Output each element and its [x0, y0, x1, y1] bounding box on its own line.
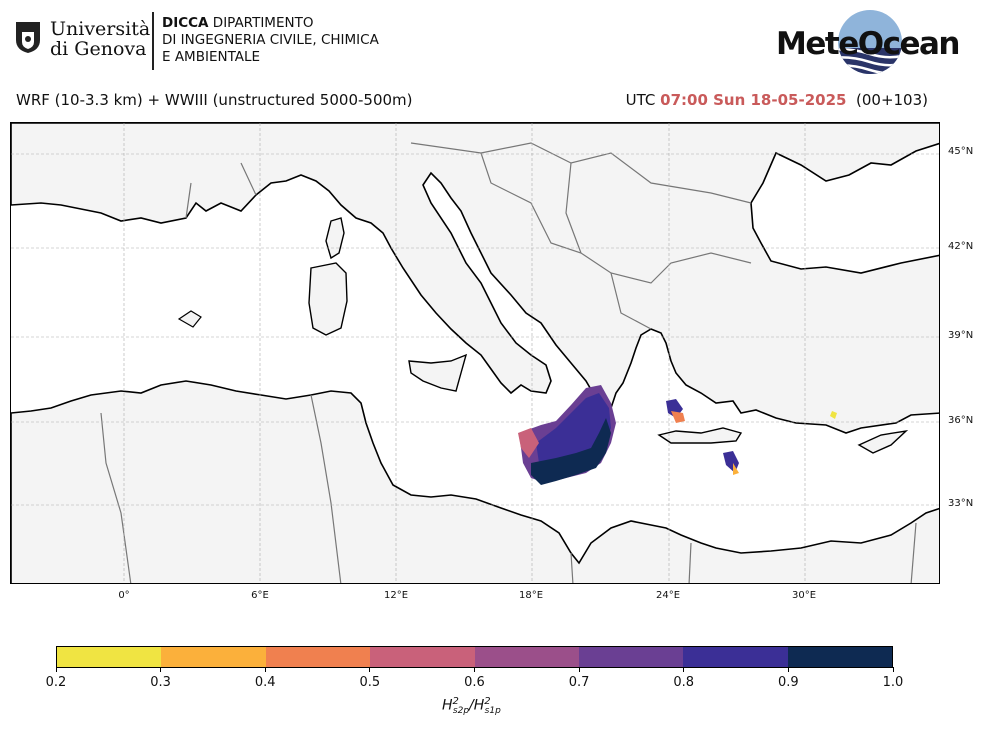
lon-label-6: 6°E	[251, 590, 269, 601]
meteocean-globe-icon	[838, 10, 902, 74]
land-africa	[11, 380, 939, 583]
graticule	[11, 123, 939, 583]
colorbar-tick-mark	[369, 667, 371, 672]
dept-line1: DIPARTIMENTO	[212, 15, 314, 31]
colorbar-tick-mark	[892, 667, 894, 672]
field-aegean-b	[671, 411, 685, 423]
lat-label-42: 42°N	[948, 241, 974, 252]
island-sicily	[408, 353, 468, 392]
university-name-line1: Università	[50, 18, 151, 40]
header: Università di Genova DICCA DIPARTIMENTO …	[0, 0, 985, 90]
university-seal-icon	[16, 22, 40, 53]
colorbar-segment	[265, 647, 371, 667]
field-rhodes-b	[733, 463, 739, 475]
wave-ratio-field	[518, 385, 837, 485]
colorbar-tick-mark	[683, 667, 685, 672]
colorbar-tick-mark	[55, 667, 57, 672]
colorbar-segment	[578, 647, 684, 667]
lon-label-24: 24°E	[655, 590, 681, 601]
university-name-line2: di Genova	[50, 38, 147, 60]
island-corsica	[325, 217, 345, 260]
colorbar-tick-label: 0.9	[778, 675, 799, 690]
field-region-low	[518, 428, 539, 458]
colorbar-tick-label: 0.8	[673, 675, 695, 690]
lat-label-36: 36°N	[948, 415, 974, 426]
lon-label-0: 0°	[118, 590, 130, 601]
lat-label-39: 39°N	[948, 330, 974, 341]
forecast-lead-time: (00+103)	[856, 91, 928, 109]
colorbar-tick-mark	[474, 667, 475, 672]
colorbar-segment	[683, 647, 788, 667]
dept-line2: DI INGEGNERIA CIVILE, CHIMICA	[162, 32, 379, 48]
colorbar-tick-label: 0.5	[359, 675, 381, 690]
island-sardinia	[308, 262, 348, 336]
colorbar-tick-mark	[578, 667, 580, 672]
utc-label: UTC	[625, 91, 656, 109]
colorbar-tick-label: 0.4	[254, 675, 276, 690]
colorbar-segment	[161, 647, 266, 667]
colorbar-tick-label: 0.3	[150, 675, 171, 690]
forecast-datetime: 07:00 Sun 18-05-2025	[660, 91, 847, 109]
country-borders	[100, 142, 917, 583]
university-logo: Università di Genova	[14, 12, 154, 62]
map-panel[interactable]	[10, 122, 940, 584]
lon-label-30: 30°E	[791, 590, 817, 601]
colorbar	[56, 646, 893, 668]
logo-divider	[152, 12, 154, 70]
lon-label-12: 12°E	[383, 590, 409, 601]
field-region-max	[531, 418, 611, 485]
colorbar-tick-label: 0.2	[45, 675, 67, 690]
meteocean-logo: MeteOcean	[770, 8, 960, 76]
dept-acronym: DICCA	[162, 15, 209, 31]
dept-line3: E AMBIENTALE	[162, 49, 261, 65]
forecast-time: UTC 07:00 Sun 18-05-2025 (00+103)	[626, 91, 928, 109]
meteocean-wordmark: MeteOcean	[776, 26, 960, 62]
field-levant	[830, 411, 837, 419]
land-europe	[11, 123, 939, 434]
colorbar-segment	[787, 647, 892, 667]
lon-label-18: 18°E	[518, 590, 544, 601]
island-crete	[657, 427, 743, 444]
lat-label-33: 33°N	[948, 498, 974, 509]
colorbar-segment	[370, 647, 475, 667]
model-description: WRF (10-3.3 km) + WWIII (unstructured 50…	[16, 91, 413, 109]
colorbar-segment	[474, 647, 579, 667]
department-name: DICCA DIPARTIMENTO DI INGEGNERIA CIVILE,…	[162, 15, 379, 66]
mediterranean-map	[11, 123, 939, 583]
colorbar-segment	[57, 647, 162, 667]
colorbar-tick-mark	[787, 667, 789, 672]
colorbar-tick-label: 0.7	[568, 675, 590, 690]
colorbar-tick-mark	[264, 667, 266, 672]
colorbar-tick-mark	[160, 667, 162, 672]
lat-label-45: 45°N	[948, 146, 974, 157]
colorbar-tick-label: 0.6	[464, 675, 485, 690]
island-cyprus	[857, 429, 909, 454]
island-balearic	[177, 310, 202, 328]
colorbar-label: H2s2p/H2s1p	[442, 696, 501, 717]
colorbar-tick-label: 1.0	[882, 675, 904, 690]
